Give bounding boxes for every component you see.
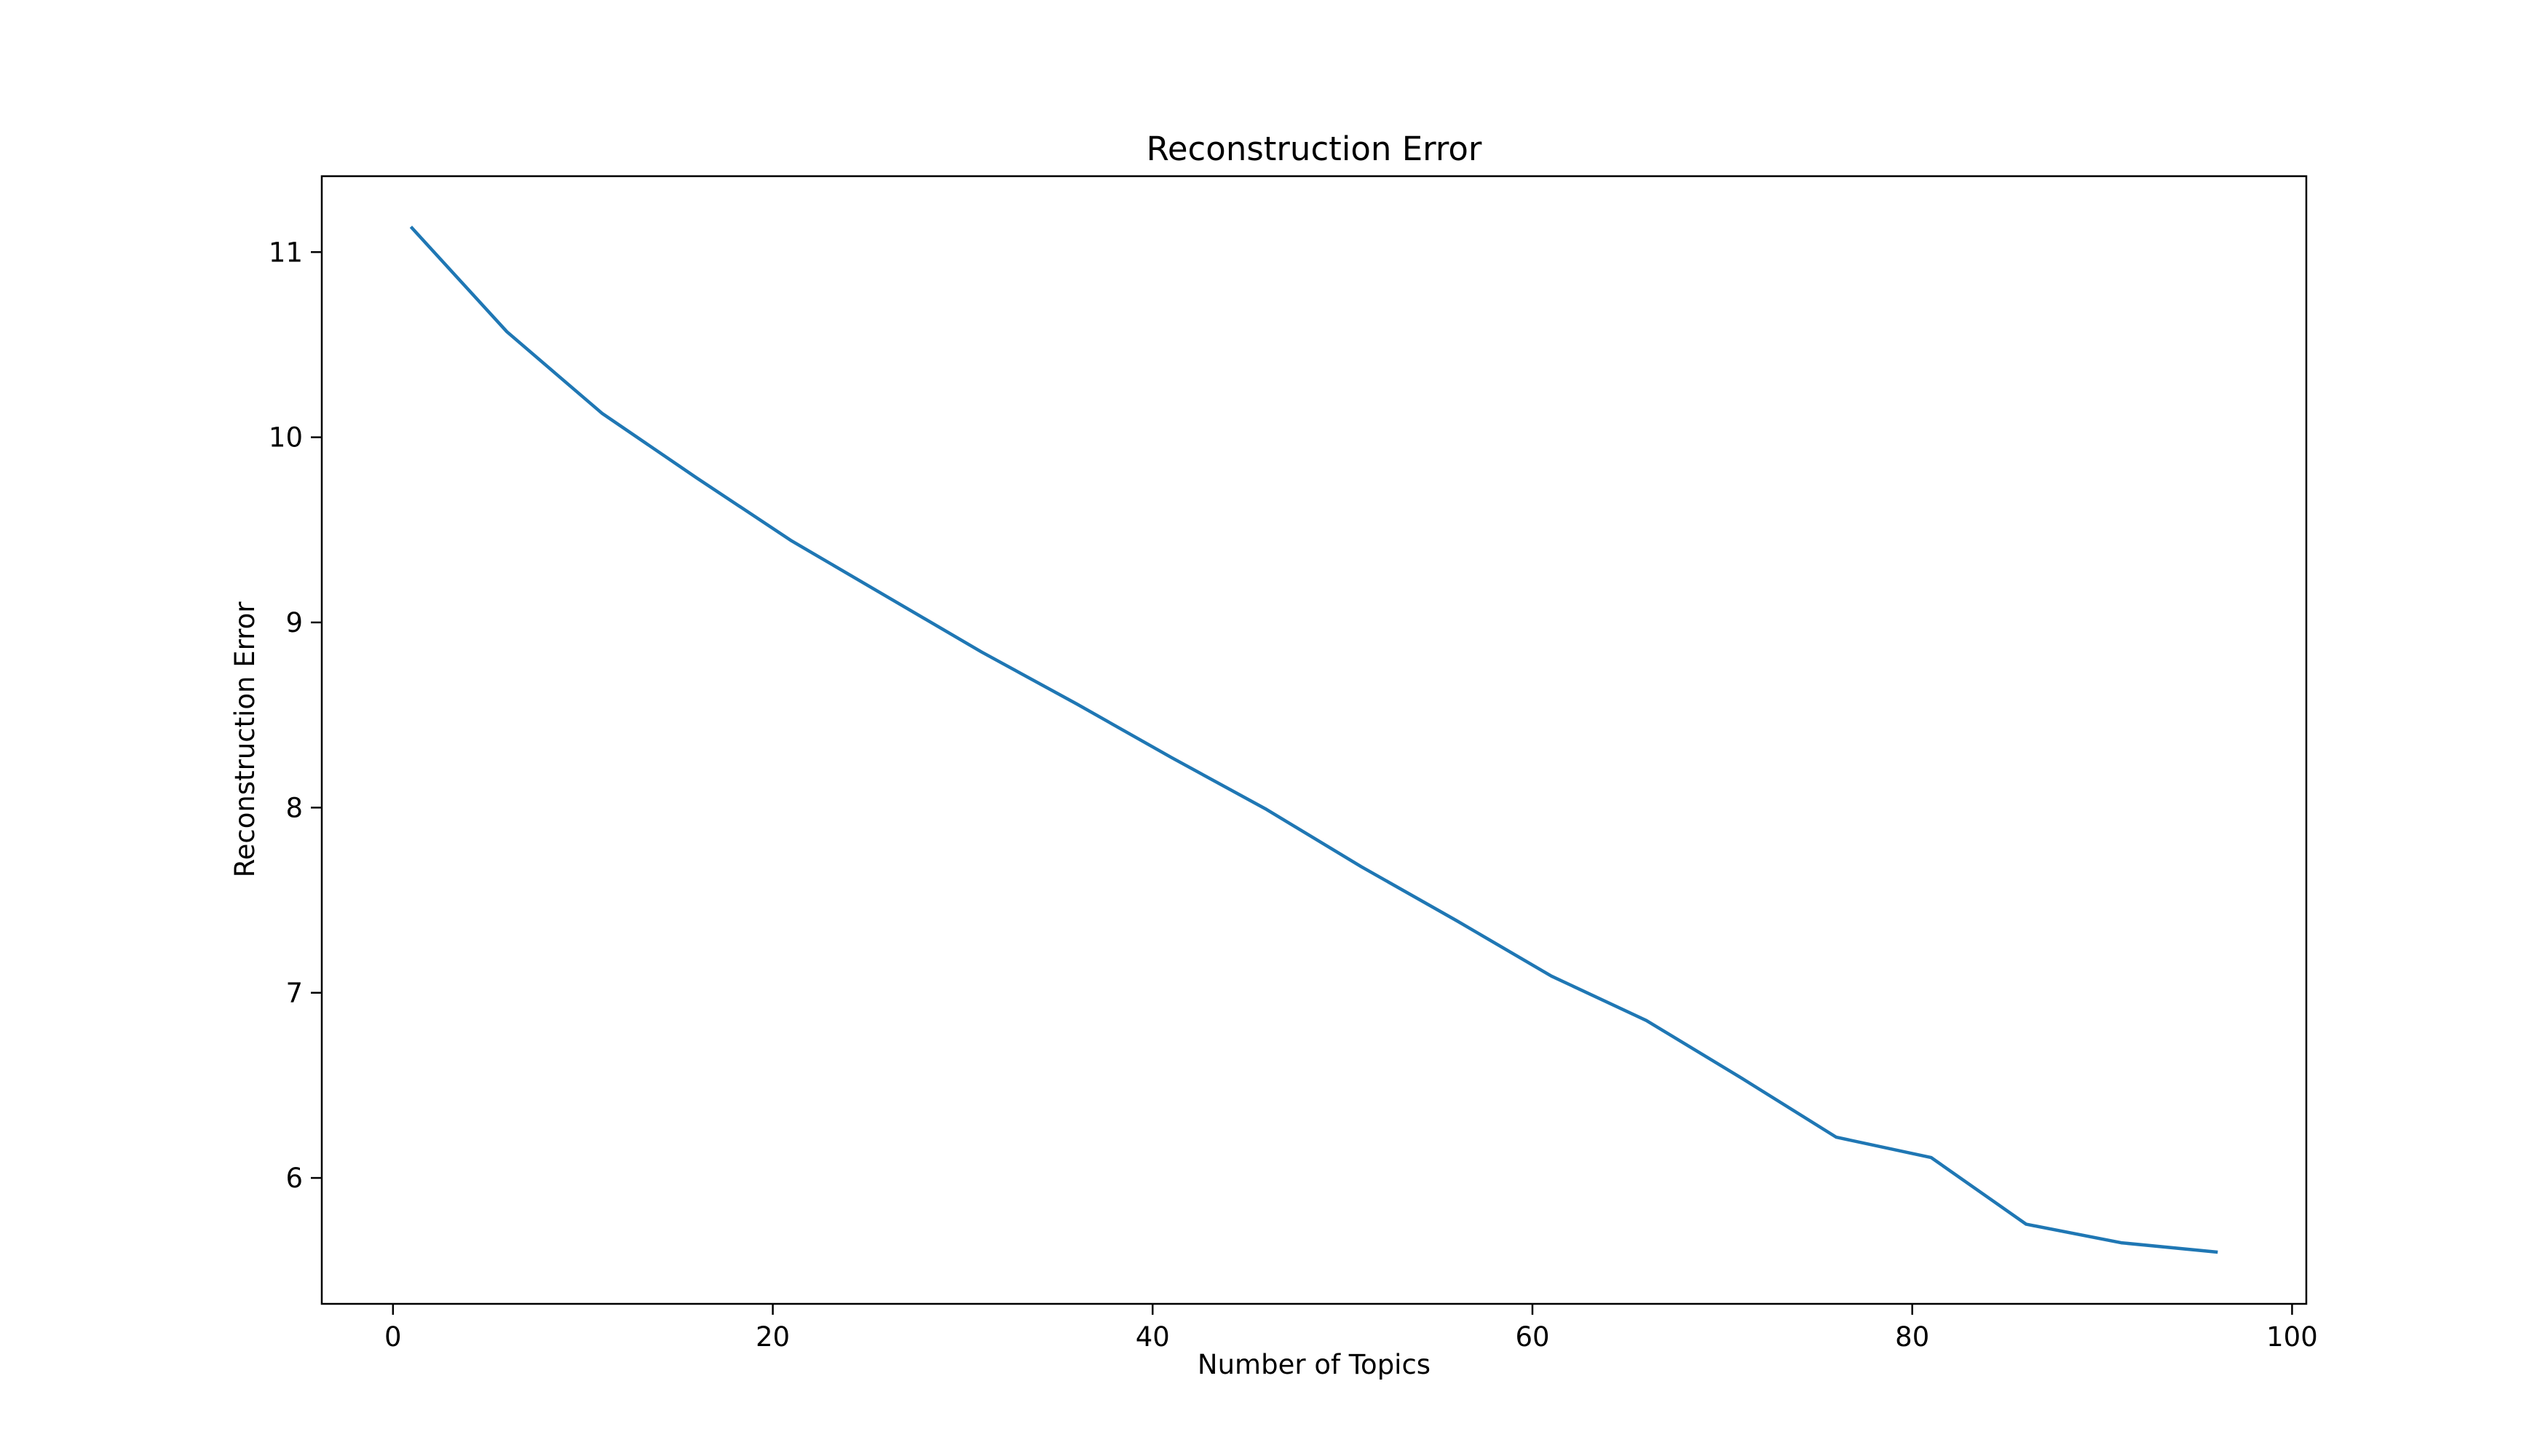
y-tick-label: 10 bbox=[269, 422, 303, 454]
x-tick-label: 40 bbox=[1136, 1321, 1170, 1353]
x-axis-ticks: 0 20 40 60 80 100 bbox=[384, 1304, 2318, 1353]
y-tick-label: 7 bbox=[285, 978, 303, 1009]
x-tick-label: 60 bbox=[1515, 1321, 1549, 1353]
chart-title: Reconstruction Error bbox=[1147, 130, 1482, 168]
x-axis-label: Number of Topics bbox=[1198, 1349, 1431, 1380]
series-group bbox=[409, 226, 2218, 1254]
y-tick-label: 11 bbox=[269, 237, 303, 268]
y-tick-label: 6 bbox=[285, 1163, 303, 1194]
x-tick-label: 20 bbox=[756, 1321, 790, 1353]
y-tick-label: 8 bbox=[285, 792, 303, 823]
x-tick-label: 0 bbox=[384, 1321, 402, 1353]
series-line bbox=[409, 226, 2218, 1254]
x-tick-label: 80 bbox=[1895, 1321, 1929, 1353]
y-tick-label: 9 bbox=[285, 607, 303, 638]
y-axis-ticks: 6 7 8 9 10 11 bbox=[269, 237, 322, 1194]
y-axis-label: Reconstruction Error bbox=[229, 601, 261, 878]
plot-frame bbox=[320, 175, 2308, 1305]
x-tick-label: 100 bbox=[2266, 1321, 2318, 1353]
